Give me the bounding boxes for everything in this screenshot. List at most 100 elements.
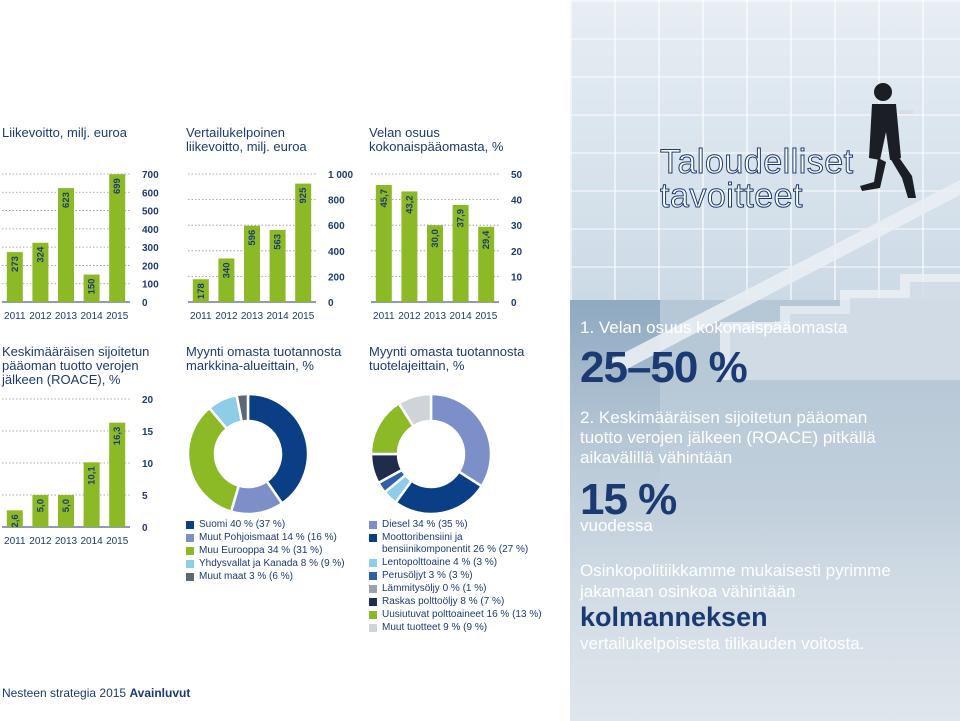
donut-slice-2 — [186, 406, 241, 514]
roace-chart: 0 5 10 15 20 2,6 2011 5,0 2012 5,0 2013 10,1 2014 16,… — [2, 395, 154, 547]
bar-value-label: 340 — [221, 262, 232, 278]
legend-swatch — [186, 547, 194, 555]
donut-slice-0 — [246, 392, 310, 506]
y-tick-label: 600 — [328, 221, 345, 232]
y-tick-label: 1 000 — [328, 170, 353, 181]
x-tick-label: 2011 — [373, 311, 395, 322]
x-tick-label: 2013 — [55, 536, 78, 547]
goal2-value: 15 % — [580, 475, 677, 524]
footer-section: Avainluvut — [129, 686, 191, 700]
bar-2015 — [109, 174, 126, 302]
goal2-label: 2. Keskimääräisen sijoitetun pääoman tuo… — [580, 408, 876, 467]
y-tick-label: 300 — [142, 243, 159, 254]
x-tick-label: 2014 — [266, 311, 289, 322]
y-tick-label: 400 — [328, 247, 345, 258]
legend-label: Suomi 40 % (37 %) — [199, 519, 286, 530]
legend-item: Muut tuotteet 9 % (9 %) — [369, 622, 544, 634]
sales-by-product-legend: Diesel 34 % (35 %) Moottoribensiini ja be… — [369, 519, 544, 635]
bar-2014 — [452, 204, 469, 302]
sales-by-area-donut — [186, 392, 310, 516]
bar-2012 — [32, 242, 49, 302]
comparable-operating-profit-chart: 0 200 400 600 800 1 000 178 2011 340 2012 596 2013 5… — [188, 170, 353, 322]
y-tick-label: 50 — [511, 170, 523, 181]
y-tick-label: 20 — [142, 395, 154, 406]
bar-2015 — [478, 226, 495, 302]
stair-steps — [610, 180, 960, 380]
y-tick-label: 200 — [142, 261, 159, 272]
bar-value-label: 273 — [10, 256, 21, 272]
y-tick-label: 30 — [511, 221, 523, 232]
x-tick-label: 2012 — [215, 311, 238, 322]
title-line-2: tavoitteet — [660, 177, 803, 215]
sales-by-product-donut — [369, 392, 493, 516]
chart-title-sales-by-product: Myynti omasta tuotannosta tuotelajeittai… — [369, 344, 525, 373]
legend-item: Lämmitysöljy 0 % (1 %) — [369, 583, 544, 595]
chart-title-roace: Keskimääräisen sijoitetun pääoman tuotto… — [2, 344, 150, 387]
title-line-1: Taloudelliset — [660, 143, 854, 181]
legend-item: Moottoribensiini ja bensiinikomponentit … — [369, 532, 544, 556]
chart-title-sales-by-area: Myynti omasta tuotannosta markkina-aluei… — [186, 344, 342, 373]
bar-2011 — [6, 252, 23, 302]
bar-value-label: 596 — [247, 230, 258, 246]
y-tick-label: 400 — [142, 225, 159, 236]
bar-value-label: 10,1 — [87, 466, 98, 485]
financial-targets-title: Taloudelliset tavoitteet — [660, 143, 854, 215]
legend-swatch — [369, 572, 377, 580]
legend-label: Muu Eurooppa 34 % (31 %) — [199, 545, 323, 556]
x-tick-label: 2012 — [29, 311, 52, 322]
y-tick-label: 10 — [511, 272, 523, 283]
x-tick-label: 2015 — [292, 311, 315, 322]
bar-2012 — [32, 495, 49, 527]
x-tick-label: 2015 — [106, 311, 129, 322]
x-tick-label: 2015 — [106, 536, 129, 547]
bar-value-label: 178 — [196, 283, 207, 299]
bar-2015 — [109, 422, 126, 527]
bar-value-label: 5,0 — [61, 499, 72, 512]
bar-2012 — [401, 191, 418, 302]
legend-item: Suomi 40 % (37 %) — [186, 519, 361, 531]
x-tick-label: 2014 — [449, 311, 472, 322]
bar-value-label: 623 — [61, 192, 72, 208]
bar-2013 — [244, 225, 260, 302]
y-tick-label: 600 — [142, 188, 159, 199]
legend-item: Uusiutuvat polttoaineet 16 % (13 %) — [369, 609, 544, 621]
y-tick-label: 20 — [511, 247, 523, 258]
legend-swatch — [369, 598, 377, 606]
bar-value-label: 29,4 — [481, 230, 492, 249]
sales-by-area-legend: Suomi 40 % (37 %) Muut Pohjoismaat 14 % (… — [186, 519, 361, 584]
bar-value-label: 5,0 — [35, 499, 46, 512]
donut-slice-7 — [397, 392, 433, 428]
bar-value-label: 2,6 — [10, 514, 21, 527]
x-tick-label: 2011 — [190, 311, 212, 322]
dividend-pre: Osinkopolitiikkamme mukaisesti pyrimme j… — [580, 561, 891, 601]
leverage-chart: 0 10 20 30 40 50 45,7 2011 43,2 2012 30,0 2013 37,9 2… — [371, 170, 523, 322]
legend-label: Muut tuotteet 9 % (9 %) — [382, 622, 488, 633]
legend-item: Diesel 34 % (35 %) — [369, 519, 544, 531]
legend-label: Perusöljyt 3 % (3 %) — [382, 570, 473, 581]
legend-label: Raskas polttoöljy 8 % (7 %) — [382, 596, 505, 607]
bar-value-label: 45,7 — [379, 189, 390, 208]
donut-slice-4 — [235, 392, 250, 424]
legend-swatch — [369, 624, 377, 632]
bar-value-label: 925 — [298, 187, 309, 204]
y-tick-label: 5 — [142, 491, 148, 502]
y-tick-label: 500 — [142, 207, 159, 218]
x-tick-label: 2013 — [424, 311, 447, 322]
legend-swatch — [369, 611, 377, 619]
dividend-policy: Osinkopolitiikkamme mukaisesti pyrimme j… — [580, 560, 940, 654]
x-tick-label: 2013 — [55, 311, 78, 322]
bar-2013 — [427, 225, 443, 302]
legend-swatch — [369, 534, 377, 542]
legend-label: Uusiutuvat polttoaineet 16 % (13 %) — [382, 609, 542, 620]
dividend-strong: kolmanneksen — [580, 602, 768, 632]
chart-title-comparable-operating-profit: Vertailukelpoinen liikevoitto, milj. eur… — [186, 125, 307, 154]
legend-item: Perusöljyt 3 % (3 %) — [369, 570, 544, 582]
legend-item: Muu Eurooppa 34 % (31 %) — [186, 545, 361, 557]
legend-swatch — [186, 573, 194, 581]
x-tick-label: 2013 — [241, 311, 264, 322]
x-tick-label: 2012 — [29, 536, 52, 547]
x-tick-label: 2014 — [80, 311, 103, 322]
y-tick-label: 200 — [328, 272, 345, 283]
page-footer: Nesteen strategia 2015 Avainluvut — [2, 686, 190, 700]
goal2-suffix: vuodessa — [580, 516, 653, 535]
